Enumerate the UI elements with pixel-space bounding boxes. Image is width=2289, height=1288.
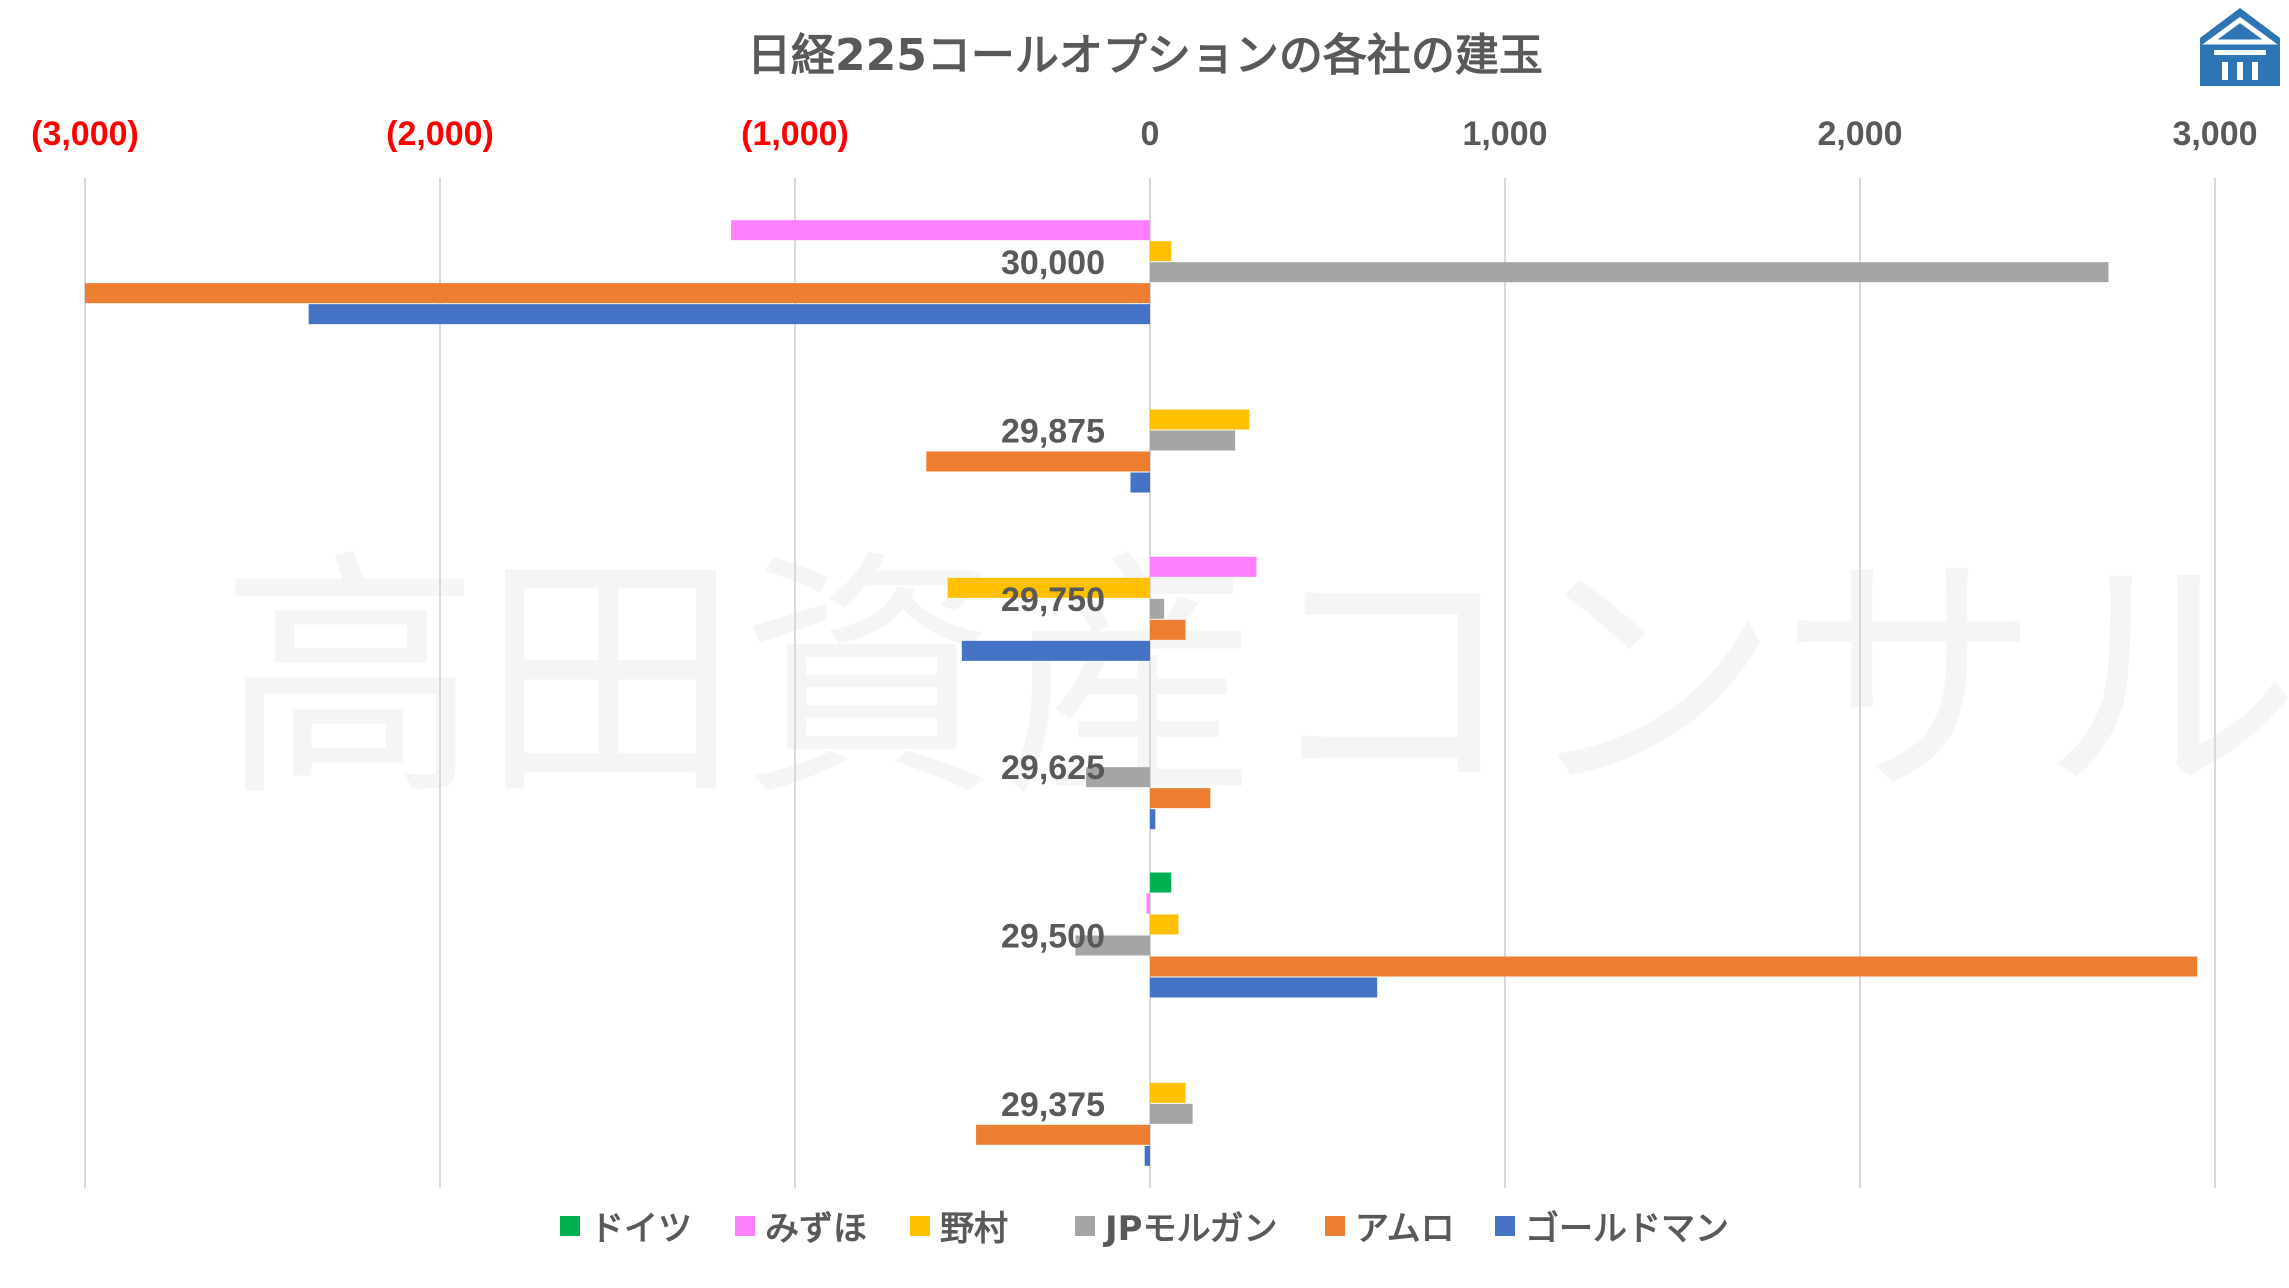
bar <box>926 451 1150 472</box>
legend-entry: アムロ <box>1355 1209 1455 1249</box>
bar <box>961 640 1150 661</box>
x-tick-label: 0 <box>1141 115 1160 153</box>
bar <box>1150 977 1378 998</box>
legend-entry: ドイツ <box>590 1209 692 1249</box>
legend-swatch <box>1075 1216 1095 1236</box>
legend-swatch <box>735 1216 755 1236</box>
category-label: 29,875 <box>1001 413 1105 451</box>
x-tick-label: (3,000) <box>31 115 139 153</box>
x-tick-label: 1,000 <box>1462 115 1547 153</box>
bar <box>1150 619 1186 640</box>
bar <box>1146 893 1150 914</box>
bar <box>1150 1103 1193 1124</box>
company-logo-icon <box>2200 8 2280 86</box>
bar <box>1130 472 1150 493</box>
bars <box>85 220 2198 1166</box>
x-tick-label: (1,000) <box>741 115 849 153</box>
category-labels: 30,000 29,875 29,750 29,625 29,500 29,375 <box>1001 244 1105 1124</box>
bar <box>1150 956 2198 977</box>
bar <box>1150 788 1211 809</box>
bar <box>308 304 1150 325</box>
bar <box>1086 767 1150 788</box>
bar <box>1075 935 1150 956</box>
category-label: 29,625 <box>1001 749 1105 787</box>
chart-title: 日経225コールオプションの各社の建玉 <box>747 30 1543 81</box>
bar <box>1150 262 2109 283</box>
bar <box>1150 1082 1186 1103</box>
x-tick-label: 3,000 <box>2172 115 2257 153</box>
legend-entry: JPモルガン <box>1103 1209 1278 1249</box>
legend-swatch <box>560 1216 580 1236</box>
bar <box>1150 556 1257 577</box>
legend-entry: ゴールドマン <box>1525 1209 1729 1249</box>
bar <box>1150 872 1172 893</box>
bar <box>947 577 1150 598</box>
x-tick-label: (2,000) <box>386 115 494 153</box>
category-label: 29,750 <box>1001 581 1105 619</box>
bar <box>1150 241 1172 262</box>
category-label: 29,375 <box>1001 1086 1105 1124</box>
bar <box>1150 914 1179 935</box>
x-axis-tick-labels: (3,000) (2,000) (1,000) 0 1,000 2,000 3,000 <box>31 115 2257 153</box>
legend-entry: 野村 <box>940 1209 1008 1249</box>
bar <box>1150 809 1156 830</box>
legend-swatch <box>1325 1216 1345 1236</box>
category-label: 29,500 <box>1001 918 1105 956</box>
legend-swatch <box>1495 1216 1515 1236</box>
bar <box>85 283 1150 304</box>
gridlines <box>84 178 2216 1188</box>
legend-entry: みずほ <box>765 1209 867 1249</box>
bar <box>1150 598 1165 619</box>
x-tick-label: 2,000 <box>1817 115 1902 153</box>
bar <box>1150 409 1250 430</box>
bar <box>976 1124 1150 1145</box>
category-label: 30,000 <box>1001 244 1105 282</box>
bar <box>1144 1145 1150 1166</box>
bar <box>1150 430 1236 451</box>
legend-swatch <box>910 1216 930 1236</box>
bar <box>731 220 1150 241</box>
legend: ドイツ みずほ 野村 JPモルガン アムロ ゴールドマン <box>560 1209 1729 1249</box>
